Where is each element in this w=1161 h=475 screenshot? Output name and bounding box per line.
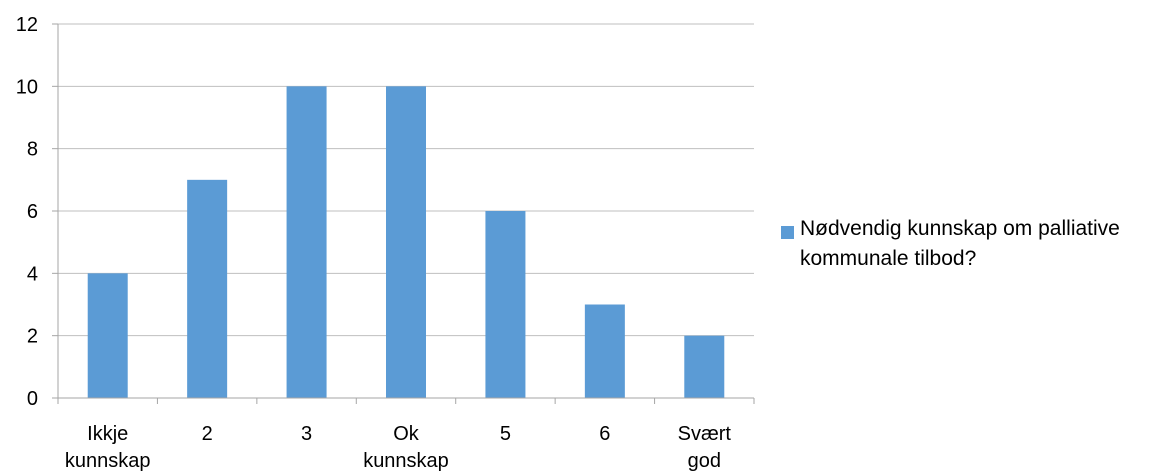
y-tick-label: 8 bbox=[27, 139, 38, 161]
axes bbox=[57, 24, 755, 404]
x-tick-label: 6 bbox=[599, 423, 610, 445]
x-tick-label: Svært god bbox=[678, 423, 732, 472]
y-tick-label: 6 bbox=[27, 201, 38, 223]
bar bbox=[286, 86, 327, 398]
y-tick-label: 10 bbox=[16, 76, 38, 98]
bar bbox=[187, 179, 228, 398]
bar bbox=[87, 273, 128, 398]
legend-label: Nødvendig kunnskap om palliative kommuna… bbox=[800, 217, 1120, 270]
y-tick-label: 4 bbox=[27, 263, 38, 285]
x-tick-label: Ikkje kunnskap bbox=[65, 423, 151, 472]
y-axis-tick-labels: 0 2 4 6 8 10 12 bbox=[16, 14, 38, 410]
y-tick-label: 2 bbox=[27, 326, 38, 348]
bar bbox=[485, 211, 526, 398]
y-tick-label: 12 bbox=[16, 14, 38, 36]
x-tick-label: 2 bbox=[202, 423, 213, 445]
legend-swatch bbox=[781, 226, 794, 239]
x-tick-label: 3 bbox=[301, 423, 312, 445]
x-tick-label: Ok kunnskap bbox=[363, 423, 449, 472]
bar bbox=[684, 335, 725, 398]
x-axis-tick-labels: Ikkje kunnskap 2 3 Ok kunnskap 5 6 Svært god bbox=[65, 423, 731, 472]
bar bbox=[386, 86, 426, 398]
x-tick-label: 5 bbox=[500, 423, 511, 445]
bar bbox=[584, 304, 625, 398]
legend: Nødvendig kunnskap om palliative kommuna… bbox=[781, 214, 1161, 274]
y-tick-label: 0 bbox=[27, 388, 38, 410]
bars bbox=[87, 86, 725, 398]
